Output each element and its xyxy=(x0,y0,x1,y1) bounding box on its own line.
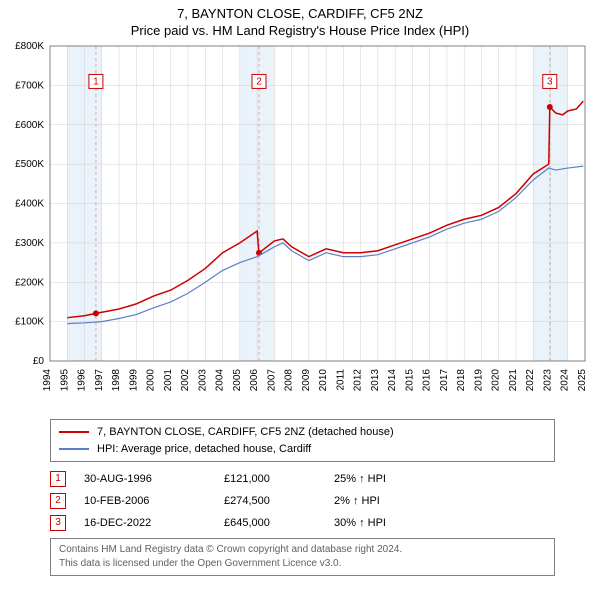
svg-text:£200K: £200K xyxy=(15,277,44,288)
svg-text:2024: 2024 xyxy=(560,369,571,392)
license-line: Contains HM Land Registry data © Crown c… xyxy=(59,543,546,557)
svg-text:2008: 2008 xyxy=(284,369,295,392)
sale-marker-icon: 1 xyxy=(50,471,66,487)
svg-text:2014: 2014 xyxy=(387,369,398,392)
svg-text:1996: 1996 xyxy=(77,369,88,392)
svg-text:1994: 1994 xyxy=(42,369,53,392)
titles: 7, BAYNTON CLOSE, CARDIFF, CF5 2NZ Price… xyxy=(0,0,600,38)
legend-swatch-property xyxy=(59,431,89,433)
title-sub: Price paid vs. HM Land Registry's House … xyxy=(0,23,600,38)
legend-swatch-hpi xyxy=(59,448,89,450)
license: Contains HM Land Registry data © Crown c… xyxy=(50,538,555,576)
svg-text:2015: 2015 xyxy=(404,369,415,392)
svg-text:£800K: £800K xyxy=(15,41,44,52)
svg-text:2000: 2000 xyxy=(146,369,157,392)
svg-text:£700K: £700K xyxy=(15,80,44,91)
sale-price: £274,500 xyxy=(224,495,334,507)
line-chart: £0£100K£200K£300K£400K£500K£600K£700K£80… xyxy=(50,46,585,406)
svg-text:2025: 2025 xyxy=(577,369,588,392)
svg-text:£300K: £300K xyxy=(15,238,44,249)
svg-text:2021: 2021 xyxy=(508,369,519,392)
svg-text:2006: 2006 xyxy=(249,369,260,392)
legend-label: 7, BAYNTON CLOSE, CARDIFF, CF5 2NZ (deta… xyxy=(97,424,394,441)
svg-text:2022: 2022 xyxy=(525,369,536,392)
svg-text:£400K: £400K xyxy=(15,199,44,210)
sale-row: 2 10-FEB-2006 £274,500 2% ↑ HPI xyxy=(50,490,555,512)
svg-text:£100K: £100K xyxy=(15,317,44,328)
sale-row: 1 30-AUG-1996 £121,000 25% ↑ HPI xyxy=(50,468,555,490)
svg-text:2: 2 xyxy=(256,76,262,87)
svg-text:2011: 2011 xyxy=(335,369,346,391)
svg-text:£500K: £500K xyxy=(15,159,44,170)
svg-text:2013: 2013 xyxy=(370,369,381,392)
sale-date: 30-AUG-1996 xyxy=(84,473,224,485)
svg-text:1999: 1999 xyxy=(128,369,139,392)
svg-text:2020: 2020 xyxy=(491,369,502,392)
sale-price: £121,000 xyxy=(224,473,334,485)
svg-text:2005: 2005 xyxy=(232,369,243,392)
svg-text:2017: 2017 xyxy=(439,369,450,392)
svg-text:2003: 2003 xyxy=(197,369,208,392)
sale-pct: 25% ↑ HPI xyxy=(334,473,444,485)
sale-row: 3 16-DEC-2022 £645,000 30% ↑ HPI xyxy=(50,512,555,534)
sale-date: 16-DEC-2022 xyxy=(84,517,224,529)
svg-text:2001: 2001 xyxy=(163,369,174,392)
legend-item: 7, BAYNTON CLOSE, CARDIFF, CF5 2NZ (deta… xyxy=(59,424,546,441)
svg-text:2016: 2016 xyxy=(422,369,433,392)
sale-marker-icon: 2 xyxy=(50,493,66,509)
legend: 7, BAYNTON CLOSE, CARDIFF, CF5 2NZ (deta… xyxy=(50,419,555,462)
svg-text:2004: 2004 xyxy=(215,369,226,392)
svg-text:2010: 2010 xyxy=(318,369,329,392)
sales-table: 1 30-AUG-1996 £121,000 25% ↑ HPI 2 10-FE… xyxy=(50,468,555,534)
svg-text:2012: 2012 xyxy=(353,369,364,392)
chart-area: £0£100K£200K£300K£400K£500K£600K£700K£80… xyxy=(50,46,585,411)
svg-text:2009: 2009 xyxy=(301,369,312,392)
sale-marker-icon: 3 xyxy=(50,515,66,531)
title-main: 7, BAYNTON CLOSE, CARDIFF, CF5 2NZ xyxy=(0,6,600,21)
sale-pct: 30% ↑ HPI xyxy=(334,517,444,529)
svg-text:1: 1 xyxy=(93,76,99,87)
chart-container: 7, BAYNTON CLOSE, CARDIFF, CF5 2NZ Price… xyxy=(0,0,600,576)
svg-text:1995: 1995 xyxy=(59,369,70,392)
license-line: This data is licensed under the Open Gov… xyxy=(59,557,546,571)
sale-date: 10-FEB-2006 xyxy=(84,495,224,507)
svg-text:£0: £0 xyxy=(33,356,45,367)
svg-text:2023: 2023 xyxy=(542,369,553,392)
sale-price: £645,000 xyxy=(224,517,334,529)
legend-label: HPI: Average price, detached house, Card… xyxy=(97,441,311,458)
legend-item: HPI: Average price, detached house, Card… xyxy=(59,441,546,458)
svg-text:2007: 2007 xyxy=(266,369,277,392)
sale-pct: 2% ↑ HPI xyxy=(334,495,444,507)
svg-text:1997: 1997 xyxy=(94,369,105,392)
svg-text:3: 3 xyxy=(547,76,553,87)
svg-text:1998: 1998 xyxy=(111,369,122,392)
svg-text:£600K: £600K xyxy=(15,120,44,131)
svg-text:2018: 2018 xyxy=(456,369,467,392)
svg-text:2002: 2002 xyxy=(180,369,191,392)
svg-text:2019: 2019 xyxy=(473,369,484,392)
